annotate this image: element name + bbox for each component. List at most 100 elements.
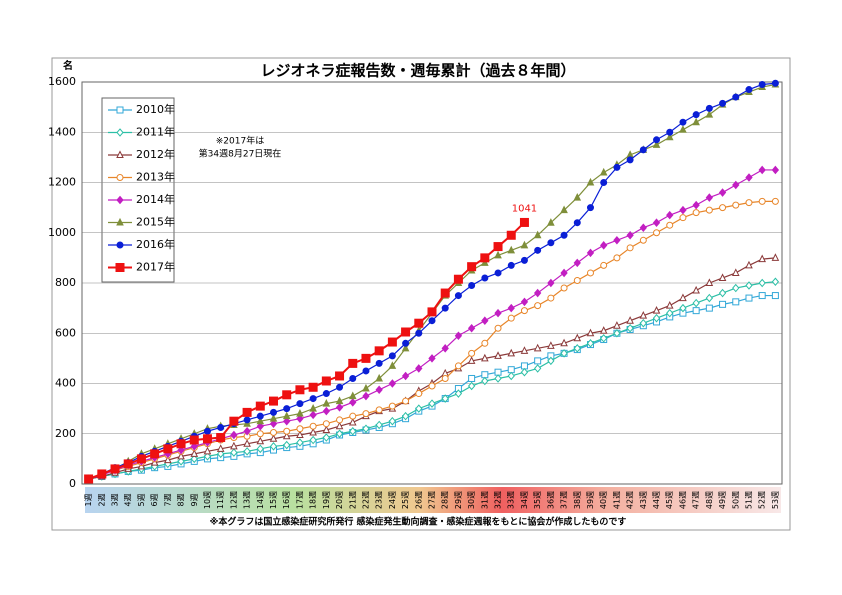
series-marker bbox=[613, 236, 621, 245]
series-marker bbox=[283, 416, 291, 426]
series-marker bbox=[547, 218, 555, 226]
series-marker bbox=[560, 284, 568, 292]
y-tick-label: 200 bbox=[55, 427, 76, 440]
series-marker bbox=[586, 269, 594, 277]
series-marker bbox=[296, 425, 304, 433]
series-marker bbox=[666, 221, 674, 229]
series-marker bbox=[705, 278, 714, 286]
series-marker bbox=[705, 104, 713, 112]
series-marker bbox=[653, 229, 661, 237]
series-marker bbox=[626, 323, 634, 333]
series-marker bbox=[216, 433, 226, 443]
series-marker bbox=[665, 132, 674, 141]
series-marker bbox=[519, 217, 529, 227]
x-tick-label: 10週 bbox=[203, 491, 212, 509]
series-marker bbox=[745, 260, 753, 269]
series-marker bbox=[282, 431, 291, 440]
series-marker bbox=[481, 316, 489, 325]
series-marker bbox=[217, 423, 225, 431]
x-tick-label: 28週 bbox=[441, 491, 450, 509]
series-marker bbox=[467, 262, 477, 272]
series-marker bbox=[296, 409, 304, 417]
series-marker bbox=[415, 329, 423, 337]
series-marker bbox=[480, 253, 490, 263]
series-marker bbox=[308, 382, 318, 392]
series-marker bbox=[309, 395, 317, 403]
legend-marker bbox=[115, 263, 125, 272]
series-marker bbox=[428, 399, 436, 408]
data-label: 1041 bbox=[512, 203, 537, 214]
series-marker bbox=[230, 441, 238, 450]
series-marker bbox=[613, 163, 621, 171]
x-tick-label: 35週 bbox=[533, 491, 542, 509]
x-tick-label: 2週 bbox=[97, 493, 106, 506]
series-marker bbox=[402, 339, 410, 347]
series-marker bbox=[731, 268, 740, 276]
series-marker bbox=[626, 156, 634, 164]
series-marker bbox=[692, 200, 700, 210]
series-marker bbox=[666, 308, 674, 318]
series-marker bbox=[348, 417, 357, 426]
series-marker bbox=[494, 374, 502, 383]
series-marker bbox=[229, 416, 239, 426]
x-tick-label: 17週 bbox=[295, 491, 304, 509]
series-marker bbox=[758, 278, 766, 288]
series-marker bbox=[705, 304, 713, 312]
series-marker bbox=[520, 297, 529, 307]
series-marker bbox=[573, 192, 582, 201]
x-tick-label: 42週 bbox=[626, 491, 635, 509]
x-tick-label: 23週 bbox=[375, 491, 384, 509]
series-marker bbox=[402, 397, 410, 405]
series-marker bbox=[255, 401, 265, 411]
series-marker bbox=[374, 346, 384, 356]
series-marker bbox=[189, 435, 199, 445]
series-marker bbox=[428, 382, 436, 390]
series-marker bbox=[534, 246, 542, 254]
series-marker bbox=[335, 396, 344, 405]
series-marker bbox=[388, 416, 397, 426]
series-marker bbox=[190, 442, 198, 451]
series-marker bbox=[296, 438, 304, 447]
x-tick-label: 7週 bbox=[163, 493, 172, 506]
series-marker bbox=[586, 177, 595, 186]
series-marker bbox=[600, 179, 608, 186]
x-tick-label: 46週 bbox=[678, 491, 687, 509]
series-marker bbox=[163, 444, 173, 454]
series-marker bbox=[467, 356, 476, 364]
series-marker bbox=[401, 411, 410, 421]
series-marker bbox=[441, 344, 449, 353]
x-tick-label: 48週 bbox=[705, 491, 714, 509]
series-marker bbox=[494, 351, 502, 359]
series-marker bbox=[467, 323, 476, 333]
y-tick-label: 1400 bbox=[48, 125, 76, 138]
x-tick-label: 34週 bbox=[520, 491, 529, 509]
x-tick-label: 38週 bbox=[573, 491, 582, 509]
series-marker bbox=[97, 469, 107, 479]
series-marker bbox=[506, 230, 516, 240]
series-marker bbox=[269, 434, 278, 442]
series-marker bbox=[718, 188, 727, 197]
x-tick-label: 52週 bbox=[758, 491, 767, 509]
series-marker bbox=[718, 288, 727, 298]
x-tick-label: 37週 bbox=[560, 491, 569, 509]
series-marker bbox=[335, 403, 344, 412]
x-tick-label: 47週 bbox=[692, 491, 701, 509]
series-marker bbox=[269, 396, 279, 406]
series-marker bbox=[309, 435, 317, 445]
series-marker bbox=[361, 353, 371, 363]
x-tick-label: 49週 bbox=[718, 491, 727, 509]
series-marker bbox=[613, 254, 621, 262]
legend-label: 2016年 bbox=[136, 237, 175, 251]
series-marker bbox=[362, 424, 370, 433]
series-marker bbox=[256, 421, 264, 431]
series-marker bbox=[177, 451, 185, 460]
x-tick-label: 1週 bbox=[84, 493, 93, 506]
series-marker bbox=[745, 199, 753, 207]
series-marker bbox=[573, 333, 582, 342]
series-marker bbox=[679, 118, 687, 126]
legend-label: 2010年 bbox=[136, 102, 175, 116]
series-marker bbox=[453, 274, 463, 284]
series-marker bbox=[481, 376, 489, 386]
series-marker bbox=[177, 445, 185, 455]
series-marker bbox=[705, 193, 714, 202]
